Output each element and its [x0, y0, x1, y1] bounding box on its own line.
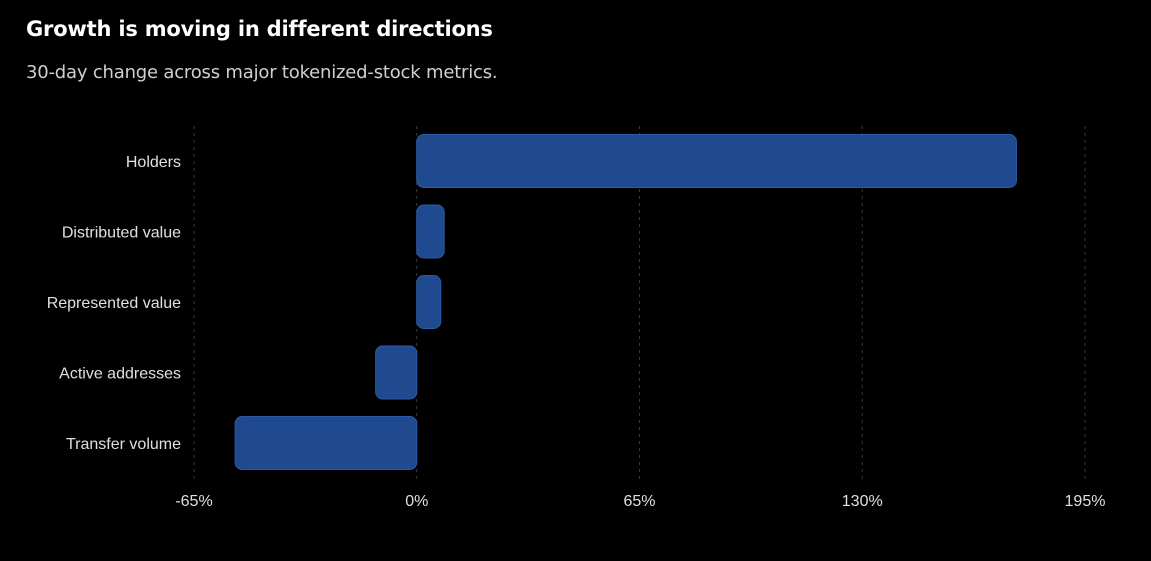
x-tick-label: 65%	[623, 493, 655, 510]
bar-distributed-value	[416, 204, 445, 259]
chart-title: Growth is moving in different directions	[26, 17, 493, 41]
x-tick-label: 195%	[1065, 493, 1106, 510]
bar-active-addresses	[375, 345, 418, 400]
bar-holders	[416, 134, 1017, 188]
category-labels: Holders Distributed value Represented valu…	[47, 154, 181, 453]
category-label: Distributed value	[62, 225, 181, 242]
bar-transfer-volume	[234, 416, 418, 470]
bar-represented-value	[416, 275, 442, 329]
category-label: Active addresses	[59, 366, 181, 383]
bars	[234, 134, 1017, 470]
x-tick-label: 130%	[842, 493, 883, 510]
category-label: Transfer volume	[66, 436, 181, 453]
category-label: Holders	[126, 154, 181, 171]
category-label: Represented value	[47, 295, 181, 312]
x-tick-label: -65%	[175, 493, 212, 510]
x-axis-ticks: -65% 0% 65% 130% 195%	[175, 493, 1105, 510]
chart-subtitle: 30-day change across major tokenized-sto…	[26, 62, 498, 83]
x-tick-label: 0%	[405, 493, 428, 510]
